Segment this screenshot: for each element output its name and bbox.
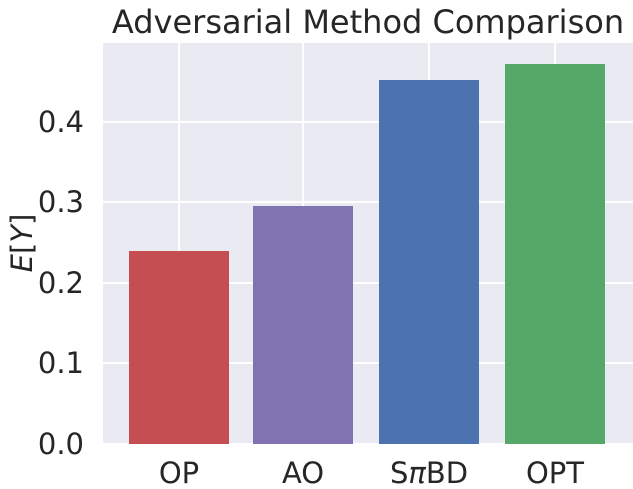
x-tick-label: SπBD [389, 456, 469, 489]
y-tick-label: 0.0 [37, 427, 84, 461]
gridline-horizontal [103, 443, 633, 444]
gridline-horizontal [103, 362, 633, 365]
chart-title: Adversarial Method Comparison [111, 3, 625, 41]
y-tick-label: 0.1 [37, 346, 84, 381]
y-axis: 0.0 0.1 0.2 0.3 0.4 [0, 43, 95, 460]
gridline-horizontal [103, 281, 633, 284]
x-axis: OP AO SπBD OPT [103, 458, 633, 489]
bar-OPT [504, 63, 605, 444]
bar-OP [129, 250, 229, 444]
bar-AO [253, 206, 354, 444]
gridline-horizontal [103, 120, 633, 123]
gridline-horizontal [103, 201, 633, 204]
y-tick-label: 0.2 [37, 265, 84, 300]
gridline-vertical [178, 43, 180, 444]
y-tick-label: 0.4 [37, 104, 84, 139]
x-tick-label: OP [158, 456, 200, 489]
y-tick-label: 0.3 [37, 185, 84, 220]
plot-area [103, 43, 633, 444]
x-tick-label: OPT [525, 456, 584, 489]
bar-SπBD [379, 79, 479, 444]
x-tick-label: AO [281, 456, 325, 489]
